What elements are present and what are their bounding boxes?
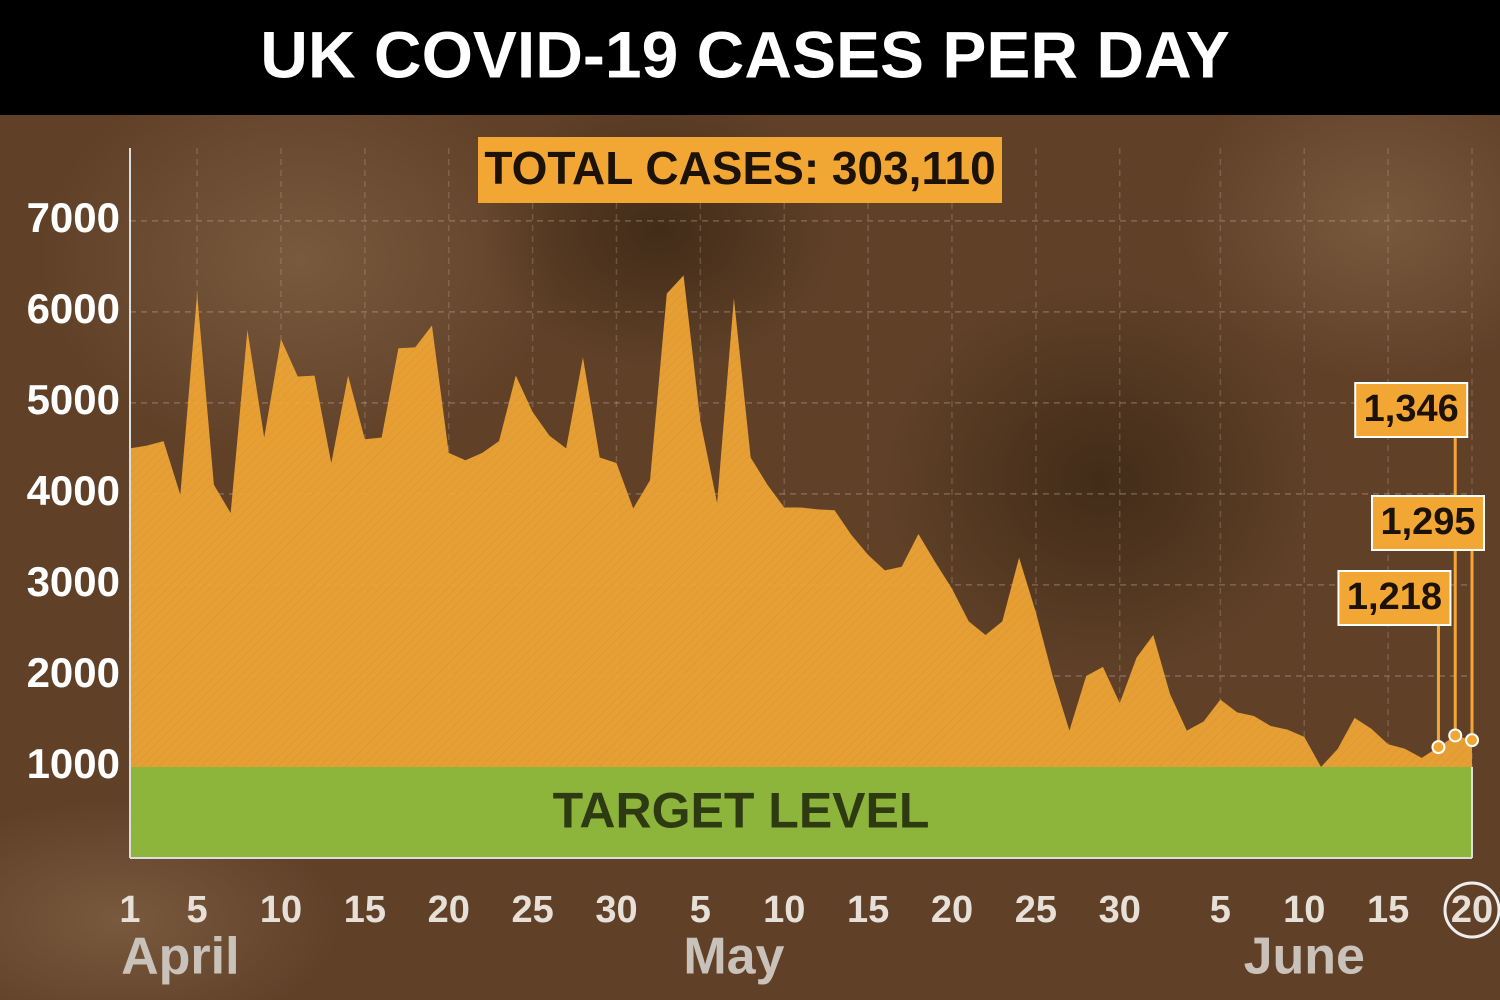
x-tick-label: 25 <box>1015 889 1057 931</box>
callout-box <box>1371 495 1485 551</box>
total-box <box>478 137 1002 203</box>
target-band <box>130 766 1472 858</box>
x-tick-label: 20 <box>931 889 973 931</box>
texture <box>480 90 840 370</box>
x-tick-label: 10 <box>1283 889 1325 931</box>
x-tick-highlight <box>1443 881 1500 939</box>
y-tick-label: 1000 <box>27 740 120 787</box>
y-tick-label: 6000 <box>27 285 120 332</box>
y-tick-label: 4000 <box>27 467 120 514</box>
callout-label: 1,295 <box>1380 501 1475 543</box>
area-hatch <box>130 275 1472 858</box>
chart-title: UK COVID-19 CASES PER DAY <box>260 17 1229 91</box>
month-label: June <box>1244 928 1365 986</box>
x-tick-label: 15 <box>1367 889 1409 931</box>
month-label: May <box>683 928 784 986</box>
callout-box <box>1337 570 1452 626</box>
total-label: TOTAL CASES: 303,110 <box>484 142 995 194</box>
callout-marker <box>1448 728 1463 743</box>
x-tick-label: 20 <box>1451 889 1493 931</box>
y-tick-label: 7000 <box>27 194 120 241</box>
x-tick-label: 5 <box>187 889 208 931</box>
callout-marker <box>1465 733 1479 748</box>
x-tick-label: 15 <box>847 889 889 931</box>
title-bar <box>0 0 1500 115</box>
callout-marker <box>1431 740 1446 755</box>
callout-label: 1,346 <box>1364 388 1459 430</box>
texture <box>1180 60 1500 380</box>
x-tick-label: 5 <box>1210 889 1231 931</box>
x-tick-label: 20 <box>428 889 470 931</box>
x-tick-label: 5 <box>690 889 711 931</box>
x-tick-label: 1 <box>119 889 140 931</box>
target-label: TARGET LEVEL <box>553 783 930 839</box>
plot: 1000 2000 3000 4000 5000 6000 7000 TARGET LEVEL… <box>27 137 1500 986</box>
y-tick-label: 3000 <box>27 558 120 605</box>
month-label: April <box>121 928 239 986</box>
callout-box <box>1354 382 1469 438</box>
x-tick-label: 10 <box>260 889 302 931</box>
x-tick-label: 30 <box>595 889 637 931</box>
x-tick-label: 30 <box>1099 889 1141 931</box>
x-tick-label: 15 <box>344 889 386 931</box>
x-tick-label: 10 <box>763 889 805 931</box>
callout-label: 1,218 <box>1347 576 1442 618</box>
y-tick-label: 5000 <box>27 376 120 423</box>
texture <box>880 280 1320 680</box>
x-tick-label: 25 <box>511 889 553 931</box>
y-tick-label: 2000 <box>27 649 120 696</box>
